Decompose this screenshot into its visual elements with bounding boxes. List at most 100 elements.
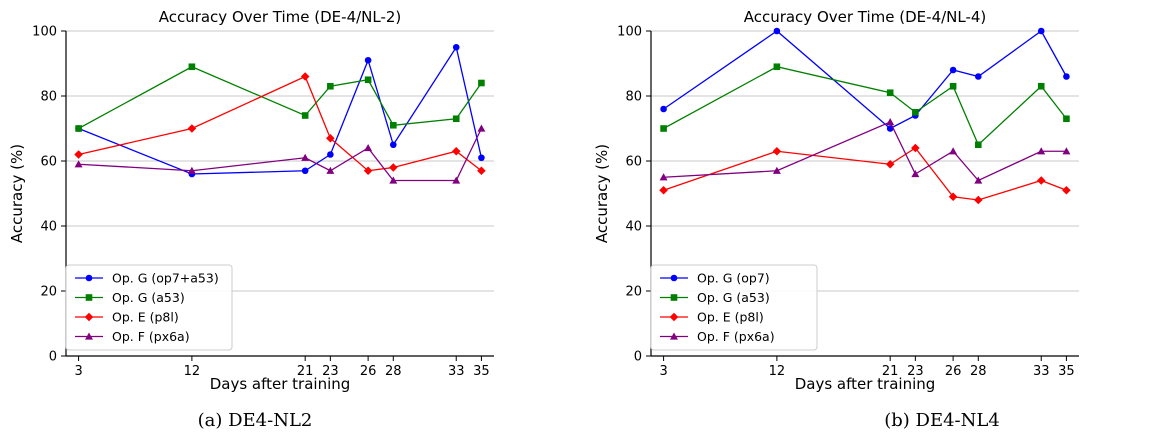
data-point	[949, 82, 957, 90]
y-tick-label: 60	[40, 155, 57, 170]
data-point	[886, 89, 894, 97]
data-point	[660, 105, 667, 113]
data-point	[949, 147, 958, 155]
data-point	[389, 141, 397, 149]
data-point	[327, 82, 334, 90]
legend-label: Op. F (px6a)	[697, 329, 775, 344]
legend-marker	[85, 274, 93, 282]
caption-a: (a) DE4-NL2	[197, 410, 313, 431]
data-point	[1036, 176, 1046, 185]
series-3	[74, 124, 486, 184]
series-line	[663, 147, 1067, 201]
data-point	[451, 146, 461, 156]
legend-label: Op. G (op7+a53)	[112, 271, 219, 286]
series-line	[78, 75, 482, 172]
series-1	[75, 63, 485, 132]
chart-title: Accuracy Over Time (DE-4/NL-2)	[159, 8, 402, 26]
series-2	[74, 72, 486, 176]
chart-title: Accuracy Over Time (DE-4/NL-4)	[744, 8, 987, 26]
data-point	[885, 159, 895, 169]
y-tick-label: 20	[40, 285, 57, 300]
legend-marker	[85, 332, 93, 340]
data-point	[1063, 115, 1070, 123]
x-tick-label: 3	[74, 364, 82, 379]
data-point	[74, 150, 83, 159]
legend-label: Op. G (a53)	[112, 290, 185, 305]
data-point	[772, 166, 781, 174]
data-point	[911, 170, 920, 178]
y-tick-label: 0	[49, 350, 57, 365]
data-point	[659, 185, 668, 195]
legend-label: Op. G (a53)	[697, 290, 770, 305]
legend-marker	[670, 274, 678, 282]
data-point	[1037, 82, 1045, 90]
x-tick-label: 33	[448, 364, 465, 379]
data-point	[327, 151, 334, 158]
x-tick-label: 35	[473, 364, 490, 379]
legend-box	[65, 264, 233, 351]
x-tick-label: 23	[322, 364, 339, 379]
y-tick-label: 80	[625, 90, 642, 105]
data-point	[1063, 73, 1070, 80]
data-point	[452, 176, 461, 184]
data-point	[389, 163, 398, 172]
y-tick-label: 20	[625, 285, 642, 300]
x-tick-label: 12	[184, 364, 201, 379]
data-point	[188, 63, 196, 71]
x-tick-label: 3	[659, 364, 667, 379]
series-2	[659, 143, 1071, 205]
data-point	[389, 121, 397, 129]
legend-label: Op. E (p8l)	[697, 310, 764, 325]
data-point	[477, 124, 486, 132]
data-point	[912, 108, 919, 116]
data-point	[301, 167, 309, 175]
series-line	[663, 121, 1067, 182]
data-point	[1037, 147, 1046, 155]
caption-b: (b) DE4-NL4	[884, 410, 1000, 431]
data-point	[364, 76, 372, 84]
data-point	[886, 118, 895, 126]
y-axis-label: Accuracy (%)	[8, 144, 26, 243]
legend-marker	[85, 294, 93, 301]
data-point	[772, 146, 782, 156]
data-point	[187, 124, 197, 133]
data-point	[326, 133, 335, 143]
legend-label: Op. G (op7)	[697, 271, 770, 286]
data-point	[187, 166, 196, 174]
legend: Op. G (op7) Op. G (a53) Op. E (p8l) Op. F (…	[650, 264, 818, 351]
x-tick-label: 26	[360, 364, 377, 379]
data-point	[911, 143, 920, 153]
series-line	[78, 128, 482, 182]
data-point	[364, 144, 373, 152]
data-point	[773, 63, 781, 71]
data-point	[974, 195, 983, 205]
data-point	[974, 73, 982, 80]
x-tick-label: 33	[1033, 364, 1050, 379]
x-tick-label: 35	[1058, 364, 1075, 379]
y-tick-label: 100	[617, 25, 642, 40]
x-tick-label: 21	[297, 364, 314, 379]
data-point	[74, 160, 83, 168]
data-point	[949, 66, 957, 74]
x-tick-label: 28	[385, 364, 402, 379]
data-point	[301, 112, 309, 119]
series-line	[78, 66, 482, 130]
x-tick-label: 26	[945, 364, 962, 379]
series-3	[659, 118, 1071, 184]
x-tick-label: 12	[769, 364, 786, 379]
series-1	[660, 63, 1070, 149]
y-tick-label: 60	[625, 155, 642, 170]
y-tick-label: 40	[40, 220, 57, 235]
x-tick-label: 21	[882, 364, 899, 379]
series-0	[75, 43, 485, 178]
data-point	[1037, 27, 1045, 35]
data-point	[1062, 185, 1071, 195]
legend-label: Op. E (p8l)	[112, 310, 179, 325]
data-point	[478, 154, 485, 162]
chart-de4-nl4: 0 20 40 60 80 100 3 12 21 23 26 28 33 35 Accuracy Over…	[593, 8, 1079, 393]
y-axis-label: Accuracy (%)	[593, 144, 611, 243]
x-tick-label: 23	[907, 364, 924, 379]
data-point	[478, 79, 485, 87]
x-tick-label: 28	[970, 364, 987, 379]
legend-marker	[84, 312, 94, 322]
